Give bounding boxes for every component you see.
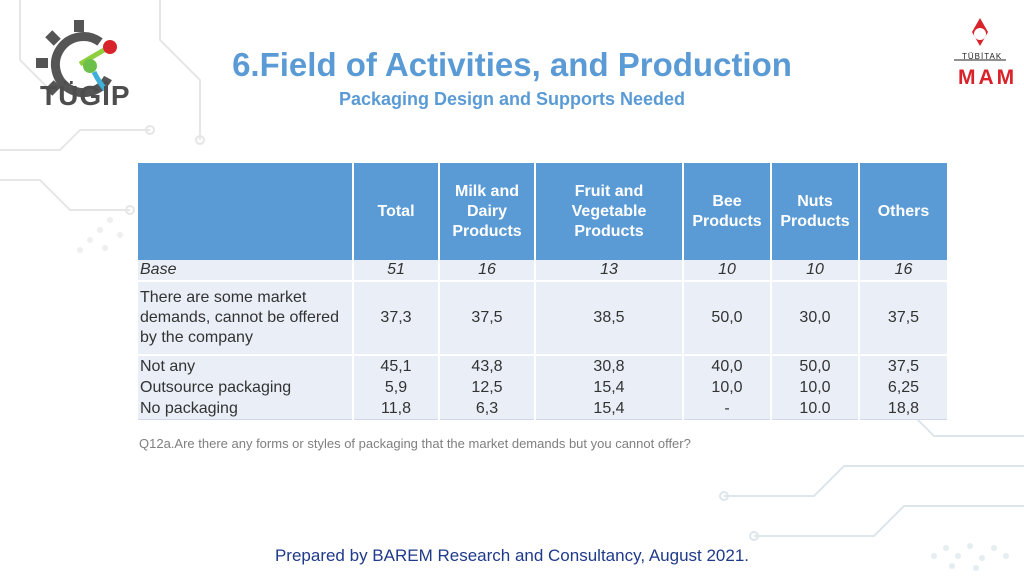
table-cell: 16 (438, 260, 535, 282)
table-cell: 30,8 (534, 355, 683, 377)
table-header-row: Total Milk and Dairy Products Fruit and … (138, 163, 947, 260)
table-cell: 6,3 (438, 398, 535, 420)
table-cell: 37,5 (858, 281, 947, 356)
row-label: No packaging (138, 398, 353, 420)
table-cell: 45,1 (352, 355, 439, 377)
tubitak-label: TÜBİTAK (962, 52, 1003, 61)
tubitak-logo-icon (954, 18, 1006, 61)
row-label: Not any (140, 358, 196, 375)
row-label: Outsource packaging (140, 379, 292, 396)
table-cell: 13 (534, 260, 683, 282)
column-header: Milk and Dairy Products (438, 163, 535, 260)
table-cell: 50,0 (770, 355, 859, 377)
table-cell: 15,4 (534, 398, 683, 420)
column-header: Others (858, 163, 947, 260)
column-header: Bee Products (682, 163, 771, 260)
footer-credit: Prepared by BAREM Research and Consultan… (274, 546, 750, 565)
table-cell: 38,5 (534, 281, 683, 356)
table-cell: 16 (858, 260, 947, 282)
row-label: Base (138, 260, 353, 282)
page-subtitle: Packaging Design and Supports Needed (338, 89, 686, 109)
table-cell: - (682, 398, 771, 420)
table-cell: 5,9 (352, 377, 439, 398)
table-cell: 37,5 (438, 281, 535, 356)
table-cell: 10 (770, 260, 859, 282)
column-header: Fruit and Vegetable Products (534, 163, 683, 260)
table-cell: 15,4 (534, 377, 683, 398)
column-header (138, 163, 353, 260)
table-cell: 10 (682, 260, 771, 282)
row-label: There are some market demands, cannot be… (138, 281, 353, 356)
survey-question-note: Q12a.Are there any forms or styles of pa… (139, 436, 691, 451)
tugip-logo-icon (36, 20, 117, 98)
page-title-text: 6.Field of Activities, and Production (232, 46, 792, 83)
table-cell: 37,5 (858, 355, 947, 377)
table-cell: 12,5 (438, 377, 535, 398)
table-cell: 10,0 (682, 377, 771, 398)
results-table: Total Milk and Dairy Products Fruit and … (138, 163, 947, 420)
table-cell: 30,0 (770, 281, 859, 356)
column-header: Total (352, 163, 439, 260)
table-cell: 10.0 (770, 398, 859, 420)
table-row: Outsource packaging 5,9 12,5 15,4 10,0 1… (138, 377, 947, 398)
mam-label: MAM (958, 66, 1018, 89)
table-cell: 37,3 (352, 281, 439, 356)
table-row: Not any 45,1 43,8 30,8 40,0 50,0 37,5 (138, 355, 947, 377)
table-cell: 51 (352, 260, 439, 282)
table-cell: 10,0 (770, 377, 859, 398)
table-cell: 40,0 (682, 355, 771, 377)
table-cell: 6,25 (858, 377, 947, 398)
table-cell: 43,8 (438, 355, 535, 377)
column-header: Nuts Products (770, 163, 859, 260)
page-title: 6.Field of Activities, and Production (0, 46, 1024, 84)
table-cell: 50,0 (682, 281, 771, 356)
table-cell: 11,8 (352, 398, 439, 420)
table-row: There are some market demands, cannot be… (138, 281, 947, 356)
tugip-logo-text: TÜGİP (40, 80, 131, 111)
table-row: Base 51 16 13 10 10 16 (138, 260, 947, 282)
table-cell: 18,8 (858, 398, 947, 420)
table-row: No packaging 11,8 6,3 15,4 - 10.0 18,8 (138, 398, 947, 420)
